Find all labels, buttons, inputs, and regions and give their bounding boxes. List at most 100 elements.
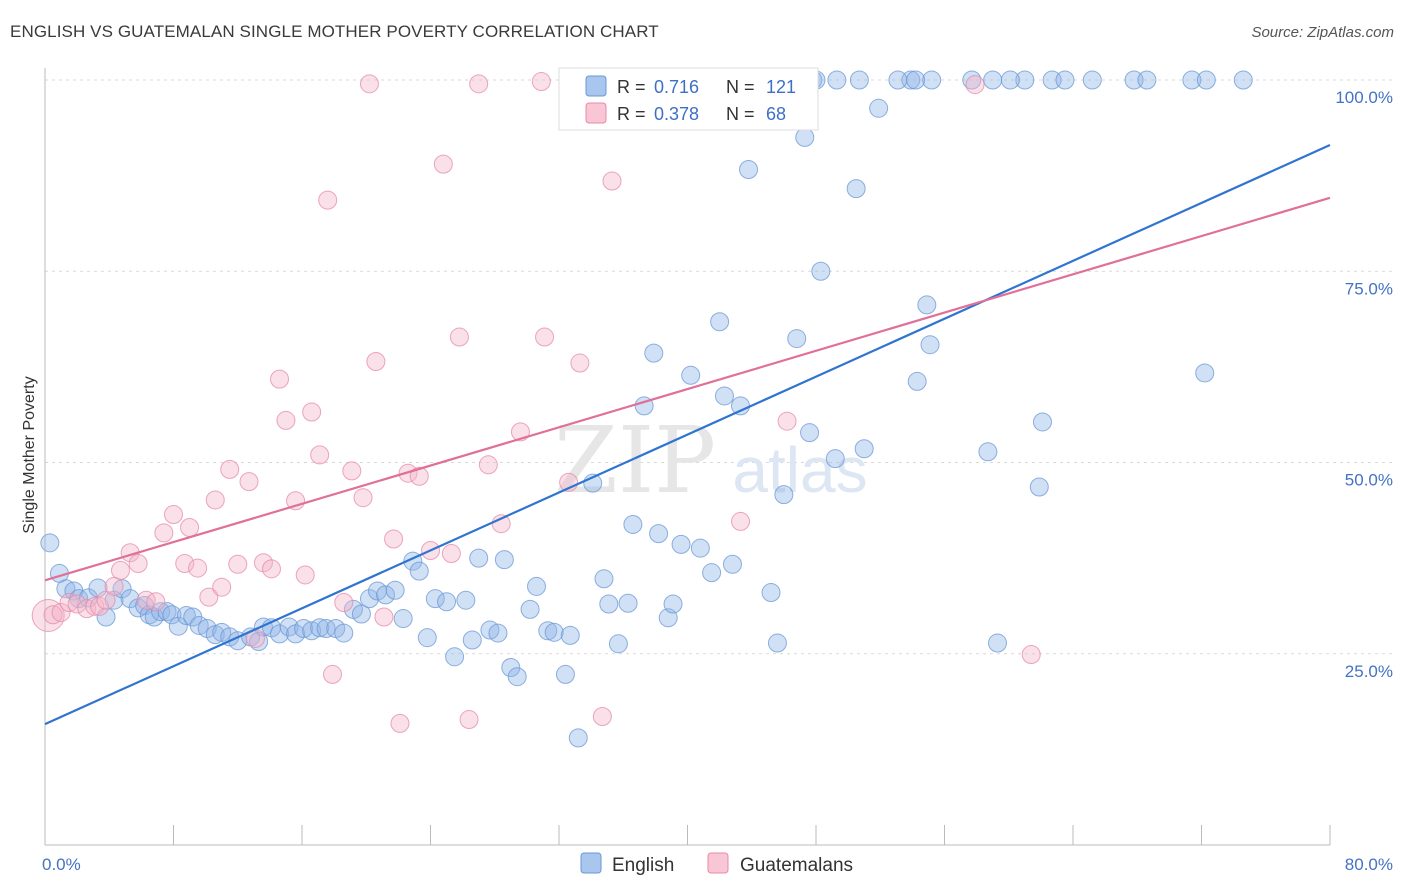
point-english (437, 592, 457, 612)
point-english (104, 590, 124, 610)
point-guatemalans (146, 592, 166, 612)
point-guatemalans (777, 411, 797, 431)
point-english (417, 628, 437, 648)
point-guatemalans (459, 710, 479, 730)
watermark-main: ZIP (554, 407, 716, 514)
point-english (888, 70, 908, 90)
point-english (920, 335, 940, 355)
point-guatemalans (469, 74, 489, 94)
point-guatemalans (366, 352, 386, 372)
point-guatemalans (449, 327, 469, 347)
point-english (988, 633, 1008, 653)
point-guatemalans (220, 459, 240, 479)
point-english (425, 589, 445, 609)
point-guatemalans (318, 190, 338, 210)
y-tick-label: 25.0% (1345, 662, 1393, 681)
point-english (294, 619, 314, 639)
point-english (168, 616, 188, 636)
point-english (351, 604, 371, 624)
legend-n-label-guatemalans: N = (726, 104, 755, 124)
point-guatemalans (535, 327, 555, 347)
point-guatemalans (199, 587, 219, 607)
point-english (555, 664, 575, 684)
point-english (494, 550, 514, 570)
point-guatemalans (188, 558, 208, 578)
bottom-legend-label-guatemalans: Guatemalans (740, 855, 853, 876)
point-english (623, 514, 643, 534)
point-english (722, 554, 742, 574)
point-english (1195, 363, 1215, 383)
point-english (393, 609, 413, 629)
point-english (409, 561, 429, 581)
point-guatemalans (359, 74, 379, 94)
y-tick-label: 100.0% (1335, 88, 1393, 107)
point-english (1055, 70, 1075, 90)
point-english (1000, 70, 1020, 90)
point-guatemalans (602, 171, 622, 191)
legend-swatch-guatemalans (585, 102, 607, 124)
point-english (774, 485, 794, 505)
point-english (795, 127, 815, 147)
point-guatemalans (441, 544, 461, 564)
y-tick-label: 50.0% (1345, 471, 1393, 490)
point-guatemalans (212, 577, 232, 597)
point-guatemalans (175, 553, 195, 573)
point-english (849, 70, 869, 90)
point-guatemalans (570, 353, 590, 373)
point-english (739, 160, 759, 180)
watermark: ZIP atlas (554, 407, 868, 514)
point-english (456, 590, 476, 610)
legend-swatch-english (585, 75, 607, 97)
point-english (827, 70, 847, 90)
trend-lines (44, 144, 1331, 726)
point-english (1032, 412, 1052, 432)
point-english (538, 621, 558, 641)
point-guatemalans (59, 592, 79, 612)
point-english (151, 602, 171, 622)
legend-n-value-guatemalans: 68 (766, 104, 786, 124)
point-english (800, 423, 820, 443)
point-english (922, 70, 942, 90)
point-english (334, 623, 354, 643)
grid-lines (45, 79, 1392, 655)
point-english (462, 630, 482, 650)
point-english (488, 623, 508, 643)
point-english (1182, 70, 1202, 90)
point-guatemalans (270, 369, 290, 389)
point-guatemalans (592, 706, 612, 726)
point-guatemalans (110, 560, 130, 580)
point-guatemalans (128, 553, 148, 573)
bottom-legend-swatch-guatemalans (707, 852, 729, 874)
point-english (270, 624, 290, 644)
point-english (869, 98, 889, 118)
point-english (1196, 70, 1216, 90)
trend-line-english (44, 144, 1331, 726)
point-english (249, 632, 269, 652)
point-english (544, 622, 564, 642)
point-english (1082, 70, 1102, 90)
point-english (825, 449, 845, 469)
point-english (608, 634, 628, 654)
bottom-legend-label-english: English (612, 855, 674, 876)
point-english (560, 625, 580, 645)
point-english (906, 70, 926, 90)
point-guatemalans (302, 402, 322, 422)
point-english (649, 524, 669, 544)
y-axis-label: Single Mother Poverty (21, 376, 38, 533)
point-guatemalans (374, 607, 394, 627)
point-guatemalans (85, 596, 105, 616)
point-english (907, 371, 927, 391)
point-english (507, 667, 527, 687)
point-english (731, 396, 751, 416)
point-guatemalans (239, 472, 259, 492)
point-english (376, 585, 396, 605)
point-guatemalans (353, 488, 373, 508)
point-english (527, 576, 547, 596)
point-english (40, 533, 60, 553)
point-guatemalans (104, 576, 124, 596)
point-guatemalans (228, 554, 248, 574)
point-english (1137, 70, 1157, 90)
point-english (310, 618, 330, 638)
point-english (618, 593, 638, 613)
